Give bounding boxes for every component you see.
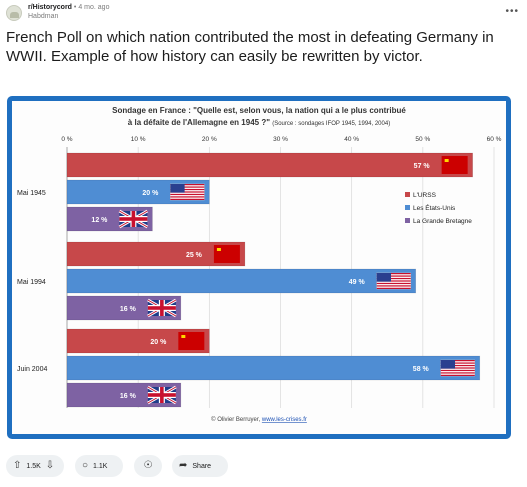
action-bar: ⇧ 1.5K ⇩ ○ 1.1K ☉ ➦ Share	[6, 455, 526, 477]
post-meta: r/Historycord • 4 mo. ago	[28, 4, 109, 11]
x-tick-label: 60 %	[487, 136, 502, 143]
legend-swatch	[405, 218, 410, 223]
bar-ussr	[66, 152, 473, 178]
x-tick-label: 50 %	[415, 136, 430, 143]
x-tick-label: 40 %	[344, 136, 359, 143]
subreddit-name[interactable]: r/Historycord	[28, 4, 72, 11]
ussr-flag-icon	[178, 332, 205, 350]
legend-swatch	[405, 192, 410, 197]
uk-flag-icon	[118, 209, 149, 229]
data-label: 58 %	[413, 366, 430, 373]
share-label: Share	[192, 462, 212, 470]
award-button[interactable]: ☉	[134, 455, 162, 477]
comments-button[interactable]: ○ 1.1K	[75, 455, 123, 477]
chart-title-line2: à la défaite de l'Allemagne en 1945 ?" (…	[128, 118, 390, 127]
data-label: 12 %	[91, 217, 108, 224]
data-label: 49 %	[349, 279, 366, 286]
legend-swatch	[405, 205, 410, 210]
chart-title-line1: Sondage en France : "Quelle est, selon v…	[112, 106, 406, 115]
ussr-flag-icon	[441, 156, 468, 174]
data-label: 16 %	[120, 393, 137, 400]
usa-flag-icon	[376, 272, 411, 290]
post-age: 4 mo. ago	[78, 4, 110, 11]
downvote-arrow-icon[interactable]: ⇩	[45, 460, 55, 471]
uk-flag-icon	[147, 385, 177, 405]
comment-count: 1.1K	[93, 462, 108, 470]
share-arrow-icon: ➦	[179, 460, 188, 471]
data-label: 20 %	[150, 339, 167, 346]
chart-title-text: à la défaite de l'Allemagne en 1945 ?"	[128, 118, 272, 127]
legend-label: La Grande Bretagne	[413, 218, 472, 225]
chart-source: (Source : sondages IFOP 1945, 1994, 2004…	[272, 121, 390, 127]
x-tick-label: 0 %	[61, 136, 72, 143]
meta-separator: •	[73, 4, 77, 11]
legend-label: L'URSS	[413, 192, 437, 199]
author-username[interactable]: Habdman	[28, 13, 59, 20]
category-label: Mai 1994	[17, 279, 46, 286]
ussr-flag-icon	[213, 245, 240, 263]
category-label: Mai 1945	[17, 190, 46, 197]
bar-chart: Sondage en France : "Quelle est, selon v…	[17, 106, 502, 423]
usa-flag-icon	[170, 183, 205, 201]
usa-flag-icon	[440, 359, 476, 377]
award-icon: ☉	[143, 460, 153, 471]
bar-usa	[66, 268, 417, 294]
chart-image[interactable]: Sondage en France : "Quelle est, selon v…	[7, 96, 511, 439]
data-label: 16 %	[120, 306, 137, 313]
legend-label: Les États-Unis	[413, 203, 456, 212]
chart-credit: © Olivier Berruyer, www.les-crises.fr	[211, 416, 307, 423]
credit-link[interactable]: www.les-crises.fr	[261, 417, 307, 423]
credit-text: © Olivier Berruyer,	[211, 416, 262, 423]
more-horizontal-icon[interactable]: •••	[505, 6, 519, 17]
data-label: 20 %	[142, 190, 159, 197]
chart-container: Sondage en France : "Quelle est, selon v…	[12, 101, 506, 434]
share-button[interactable]: ➦ Share	[172, 455, 228, 477]
x-tick-label: 20 %	[202, 136, 217, 143]
data-label: 57 %	[414, 163, 431, 170]
comment-bubble-icon: ○	[82, 460, 89, 471]
category-label: Juin 2004	[17, 366, 47, 373]
uk-flag-icon	[147, 298, 177, 318]
vote-count: 1.5K	[26, 462, 41, 470]
x-tick-label: 30 %	[273, 136, 288, 143]
post-title[interactable]: French Poll on which nation contributed …	[6, 29, 494, 65]
vote-pill: ⇧ 1.5K ⇩	[6, 455, 64, 477]
bar-usa	[66, 355, 481, 381]
subreddit-avatar[interactable]	[6, 5, 22, 21]
data-label: 25 %	[186, 252, 203, 259]
post-header: r/Historycord • 4 mo. ago Habdman •••	[6, 4, 521, 24]
upvote-arrow-icon[interactable]: ⇧	[13, 460, 22, 471]
x-tick-label: 10 %	[131, 136, 146, 143]
